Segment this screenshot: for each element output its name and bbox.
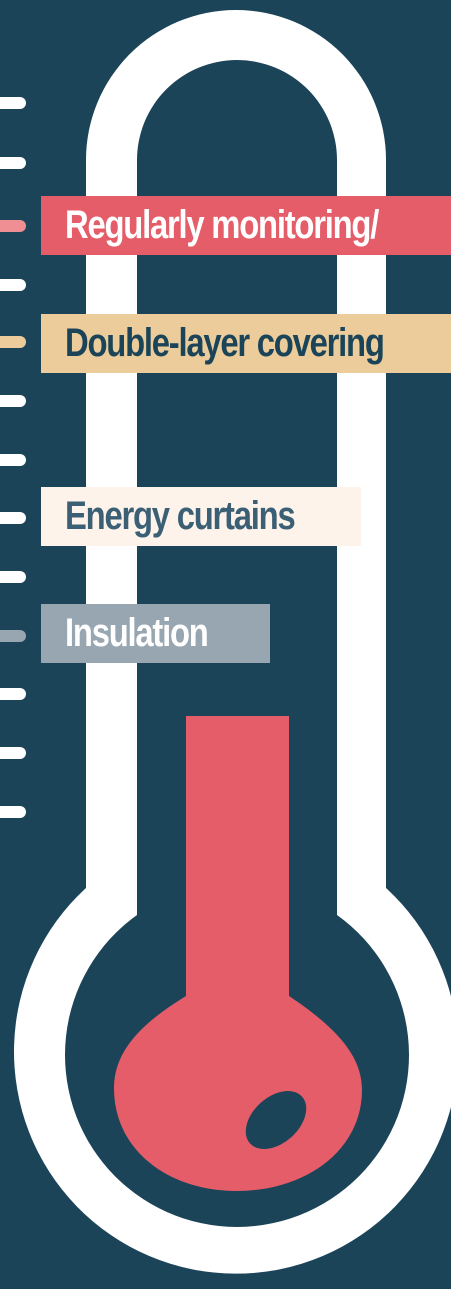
scale-tick [0, 454, 26, 466]
scale-tick [0, 512, 26, 524]
scale-ticks [0, 97, 26, 818]
scale-tick [0, 630, 26, 642]
mercury-column [114, 716, 362, 1191]
label-regularly-monitoring-text: Regularly monitoring/ [65, 203, 379, 247]
bulb-highlight [245, 1091, 307, 1149]
scale-tick [0, 336, 26, 348]
scale-tick [0, 220, 26, 232]
label-insulation: Insulation [41, 604, 270, 663]
scale-tick [0, 97, 26, 109]
label-regularly-monitoring: Regularly monitoring/ [41, 196, 451, 255]
scale-tick [0, 571, 26, 583]
scale-tick [0, 806, 26, 818]
scale-tick [0, 157, 26, 169]
scale-tick [0, 395, 26, 407]
label-insulation-text: Insulation [65, 611, 209, 655]
scale-tick [0, 279, 26, 291]
scale-tick [0, 747, 26, 759]
scale-tick [0, 688, 26, 700]
label-double-layer-covering: Double-layer covering [41, 314, 451, 373]
label-double-layer-covering-text: Double-layer covering [65, 321, 385, 365]
label-energy-curtains: Energy curtains [41, 487, 361, 546]
label-energy-curtains-text: Energy curtains [65, 494, 296, 538]
